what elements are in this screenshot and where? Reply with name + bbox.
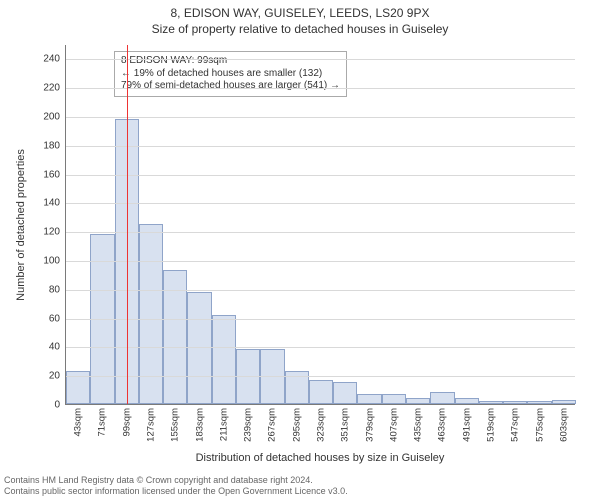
x-tick-label: 603sqm xyxy=(558,408,569,442)
x-tick-label: 351sqm xyxy=(340,408,351,442)
gridline xyxy=(66,376,575,377)
gridline xyxy=(66,319,575,320)
chart-title-sub: Size of property relative to detached ho… xyxy=(0,22,600,36)
histogram-bar xyxy=(455,398,479,404)
chart-container: 8, EDISON WAY, GUISELEY, LEEDS, LS20 9PX… xyxy=(0,0,600,500)
histogram-bar xyxy=(552,400,576,404)
x-tick-label: 295sqm xyxy=(291,408,302,442)
footer-line1: Contains HM Land Registry data © Crown c… xyxy=(4,475,348,486)
x-tick-label: 463sqm xyxy=(437,408,448,442)
bars-layer xyxy=(66,45,575,404)
property-marker-line xyxy=(127,45,128,404)
y-tick-label: 220 xyxy=(43,83,60,94)
gridline xyxy=(66,232,575,233)
x-tick-label: 155sqm xyxy=(170,408,181,442)
x-tick-label: 379sqm xyxy=(364,408,375,442)
annotation-line2: ← 19% of detached houses are smaller (13… xyxy=(121,68,340,81)
footer-attribution: Contains HM Land Registry data © Crown c… xyxy=(4,475,348,497)
x-tick-label: 435sqm xyxy=(413,408,424,442)
y-tick-label: 40 xyxy=(49,342,60,353)
y-tick-label: 240 xyxy=(43,54,60,65)
annotation-box: 8 EDISON WAY: 99sqm ← 19% of detached ho… xyxy=(114,51,347,97)
x-tick-label: 211sqm xyxy=(218,408,229,441)
y-tick-label: 100 xyxy=(43,256,60,267)
plot-area: 8 EDISON WAY: 99sqm ← 19% of detached ho… xyxy=(65,45,575,405)
x-tick-label: 407sqm xyxy=(388,408,399,442)
gridline xyxy=(66,175,575,176)
footer-line2: Contains public sector information licen… xyxy=(4,486,348,497)
y-tick-label: 80 xyxy=(49,284,60,295)
y-tick-label: 60 xyxy=(49,313,60,324)
gridline xyxy=(66,261,575,262)
histogram-bar xyxy=(212,315,236,404)
x-tick-label: 127sqm xyxy=(146,408,157,442)
x-axis-label: Distribution of detached houses by size … xyxy=(65,452,575,464)
y-tick-label: 140 xyxy=(43,198,60,209)
gridline xyxy=(66,347,575,348)
y-tick-label: 180 xyxy=(43,140,60,151)
x-tick-label: 547sqm xyxy=(510,408,521,442)
gridline xyxy=(66,117,575,118)
histogram-bar xyxy=(333,382,357,404)
histogram-bar xyxy=(406,398,430,404)
x-tick-label: 99sqm xyxy=(121,408,132,437)
gridline xyxy=(66,88,575,89)
x-tick-label: 71sqm xyxy=(97,408,108,437)
x-tick-label: 43sqm xyxy=(73,408,84,437)
gridline xyxy=(66,146,575,147)
gridline xyxy=(66,203,575,204)
x-tick-label: 519sqm xyxy=(486,408,497,442)
x-tick-label: 323sqm xyxy=(316,408,327,442)
y-tick-label: 120 xyxy=(43,227,60,238)
annotation-line3: 79% of semi-detached houses are larger (… xyxy=(121,80,340,93)
gridline xyxy=(66,59,575,60)
y-axis-label: Number of detached properties xyxy=(15,149,27,301)
x-tick-label: 491sqm xyxy=(461,408,472,442)
y-tick-label: 160 xyxy=(43,169,60,180)
histogram-bar xyxy=(503,401,527,404)
y-axis-label-wrap: Number of detached properties xyxy=(14,45,28,405)
x-tick-label: 267sqm xyxy=(267,408,278,442)
y-tick-label: 200 xyxy=(43,112,60,123)
y-tick-label: 0 xyxy=(54,400,60,411)
histogram-bar xyxy=(527,401,551,404)
histogram-bar xyxy=(430,392,454,404)
annotation-line1: 8 EDISON WAY: 99sqm xyxy=(121,55,340,68)
x-tick-label: 239sqm xyxy=(243,408,254,442)
x-tick-label: 183sqm xyxy=(194,408,205,442)
histogram-bar xyxy=(382,394,406,404)
histogram-bar xyxy=(309,380,333,404)
y-tick-label: 20 xyxy=(49,371,60,382)
chart-title-address: 8, EDISON WAY, GUISELEY, LEEDS, LS20 9PX xyxy=(0,6,600,20)
x-tick-label: 575sqm xyxy=(534,408,545,442)
histogram-bar xyxy=(357,394,381,404)
gridline xyxy=(66,290,575,291)
histogram-bar xyxy=(479,401,503,404)
